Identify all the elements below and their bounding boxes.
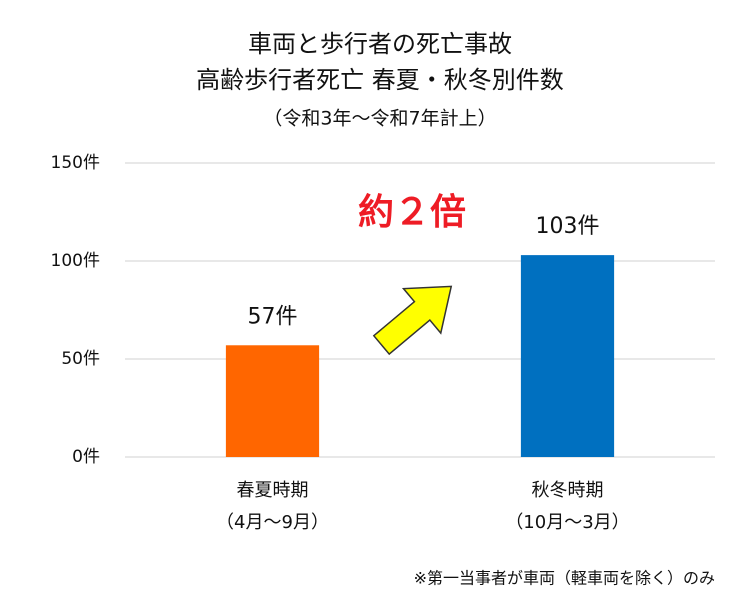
x-tick-label: 春夏時期 <box>237 480 309 501</box>
y-tick-label: 50件 <box>61 349 100 369</box>
x-tick-note: （10月～3月） <box>505 512 629 533</box>
value-label: 57件 <box>248 304 298 329</box>
chart-subtitle: （令和3年～令和7年計上） <box>263 108 496 130</box>
footnote: ※第一当事者が車両（軽車両を除く）のみ <box>414 569 715 588</box>
chart-title: 高齢歩行者死亡 春夏・秋冬別件数 <box>196 66 564 94</box>
arrow <box>372 285 453 356</box>
annotation: 約２倍 <box>358 192 466 233</box>
y-tick-label: 100件 <box>51 251 100 271</box>
y-tick-label: 0件 <box>72 447 100 467</box>
x-tick-label: 秋冬時期 <box>532 480 604 501</box>
value-label: 103件 <box>536 214 600 239</box>
bar <box>520 255 615 457</box>
y-tick-label: 150件 <box>51 153 100 173</box>
bar <box>225 345 320 457</box>
chart-title: 車両と歩行者の死亡事故 <box>248 30 512 58</box>
x-tick-note: （4月～9月） <box>216 512 329 533</box>
